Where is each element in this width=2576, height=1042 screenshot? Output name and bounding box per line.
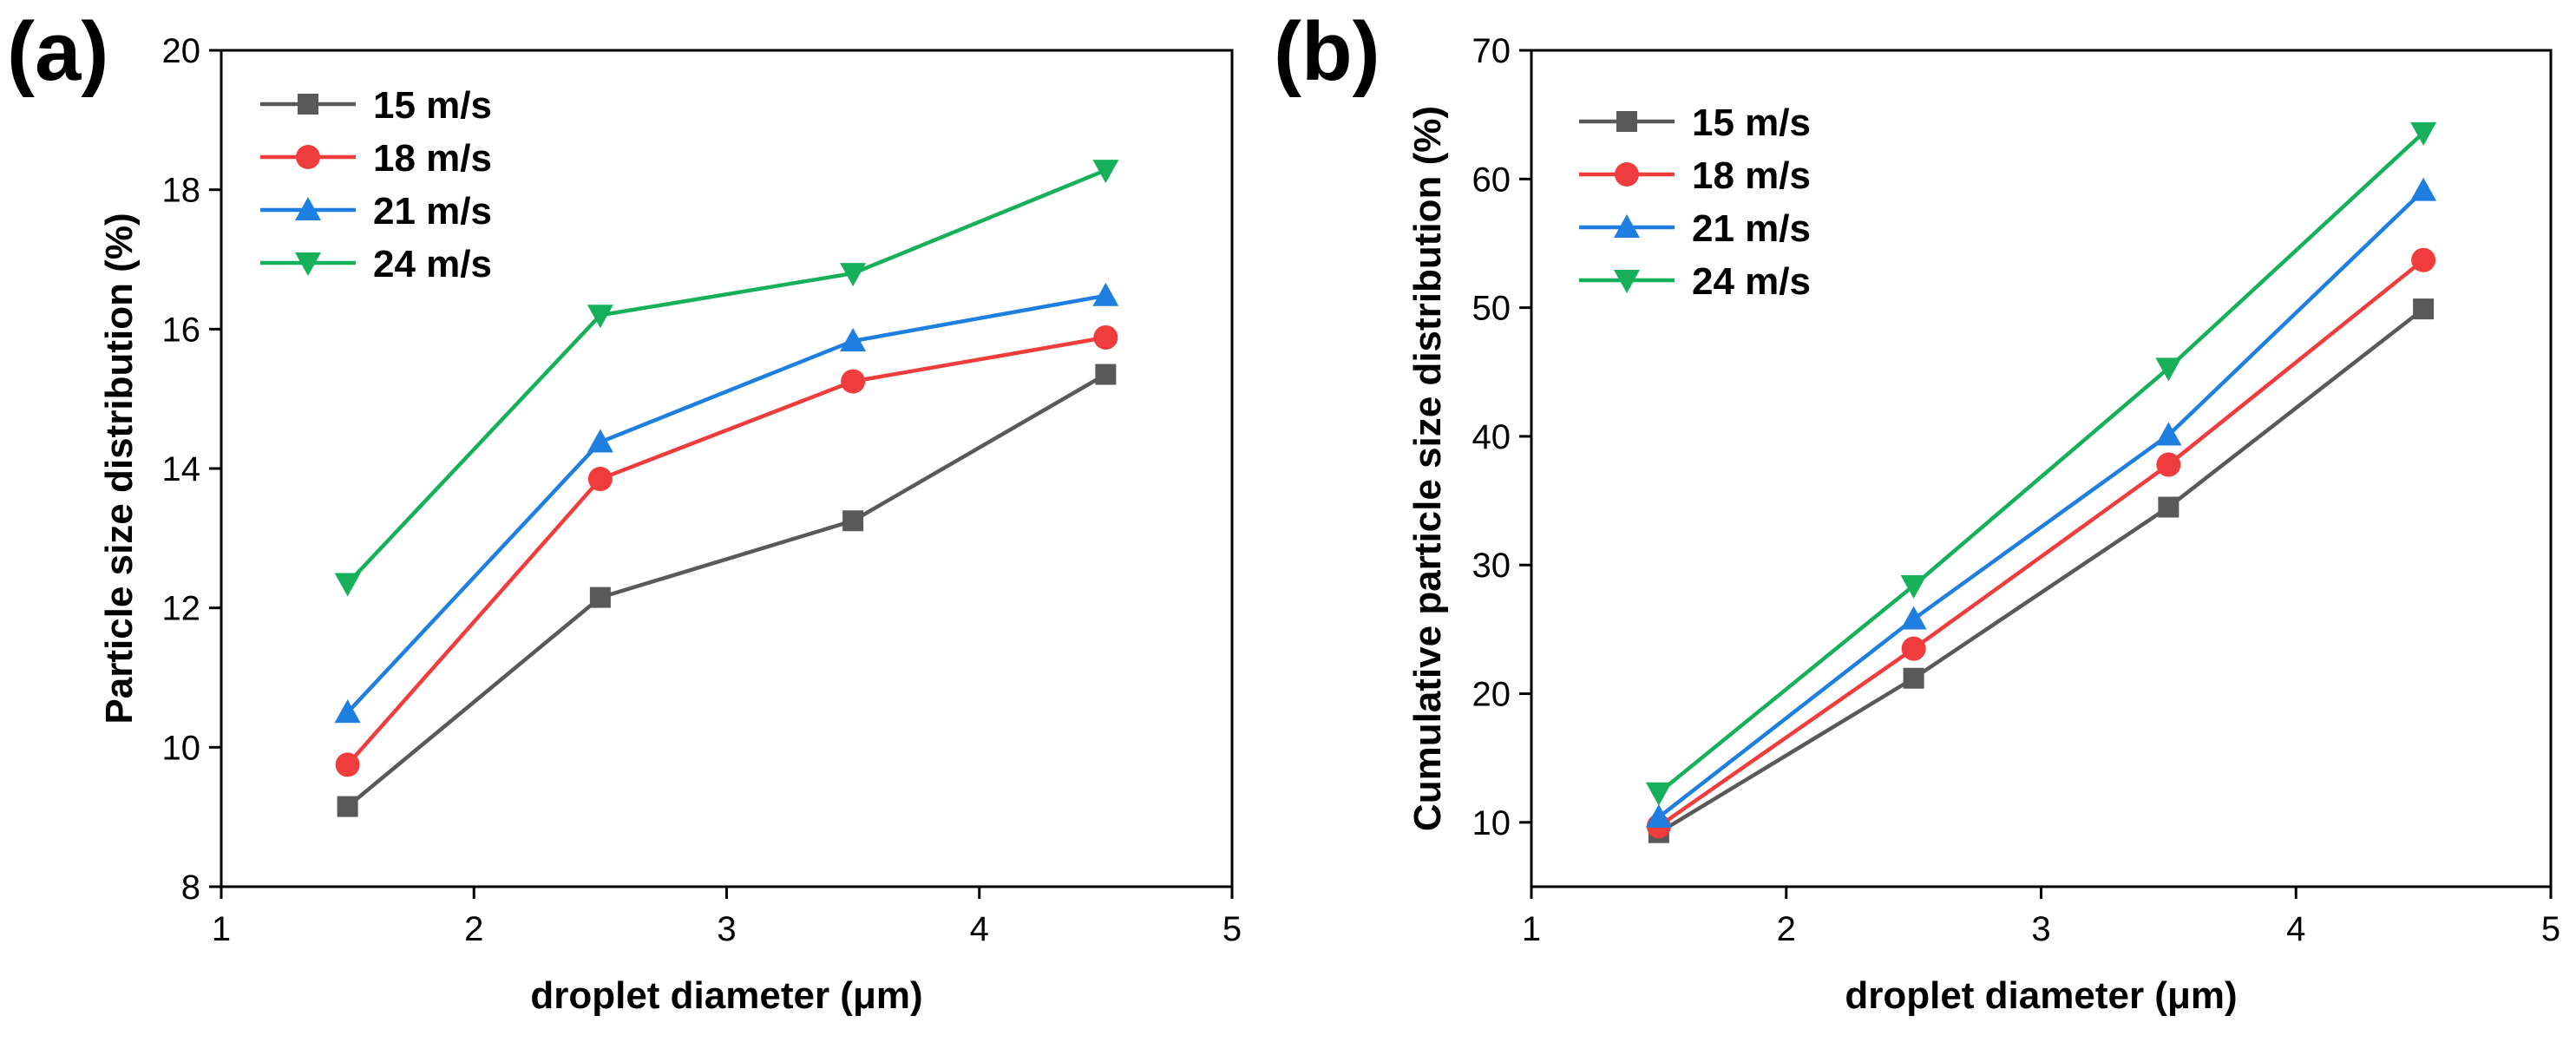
x-axis-title: droplet diameter (μm) <box>530 974 922 1017</box>
legend-label: 15 m/s <box>1692 102 1811 144</box>
legend-label: 24 m/s <box>373 243 492 285</box>
y-axis-title: Particle size distribution (%) <box>98 213 141 724</box>
x-tick-label: 1 <box>1522 910 1541 948</box>
series-line-15ms <box>346 372 1107 809</box>
series-line-15ms <box>1657 307 2425 835</box>
series-line-21ms <box>345 293 1106 714</box>
series-line-18ms <box>345 335 1106 766</box>
data-point <box>1901 636 1926 661</box>
data-point <box>1900 574 1927 599</box>
legend-label: 18 m/s <box>1692 154 1811 197</box>
data-point <box>334 573 361 597</box>
legend-label: 21 m/s <box>1692 207 1811 250</box>
x-tick-label: 4 <box>2286 910 2305 948</box>
data-point <box>2155 422 2182 446</box>
data-point <box>1095 364 1117 385</box>
data-point <box>1093 324 1118 350</box>
data-point <box>1645 782 1672 806</box>
legend-label: 18 m/s <box>373 137 492 180</box>
x-tick-label: 2 <box>464 910 483 948</box>
x-tick-label: 5 <box>2541 910 2560 948</box>
legend-label: 24 m/s <box>1692 260 1811 303</box>
data-point <box>587 429 613 453</box>
series-line-24ms <box>1657 131 2425 795</box>
x-tick-label: 1 <box>212 910 231 948</box>
data-point <box>840 327 867 351</box>
data-point <box>2410 121 2437 146</box>
legend-marker <box>1614 270 1640 293</box>
data-point <box>334 699 361 724</box>
data-point <box>842 510 864 532</box>
y-tick-label: 20 <box>1472 676 1511 714</box>
y-tick-label: 8 <box>181 868 200 907</box>
panel-label: (a) <box>7 5 108 98</box>
y-tick-label: 30 <box>1472 547 1511 585</box>
x-axis-title: droplet diameter (μm) <box>1845 974 2237 1017</box>
legend-marker <box>296 145 320 169</box>
data-point <box>1092 282 1119 306</box>
y-tick-label: 10 <box>1472 804 1511 842</box>
data-point <box>2155 357 2182 382</box>
series-line-18ms <box>1657 258 2425 829</box>
data-point <box>589 587 611 608</box>
plot-frame <box>1530 49 2553 888</box>
x-tick-label: 3 <box>717 910 736 948</box>
data-point <box>2411 247 2436 272</box>
y-tick-label: 40 <box>1472 418 1511 456</box>
data-point <box>1900 606 1927 630</box>
y-tick-label: 50 <box>1472 290 1511 328</box>
data-point <box>1092 160 1119 184</box>
y-tick-label: 10 <box>162 729 201 767</box>
y-tick-label: 20 <box>162 32 201 70</box>
series-line-21ms <box>1657 189 2425 819</box>
data-point <box>587 467 613 492</box>
x-tick-label: 2 <box>1777 910 1796 948</box>
data-point <box>1645 803 1672 828</box>
data-point <box>2156 452 2181 477</box>
y-tick-label: 70 <box>1472 32 1511 70</box>
series-line-24ms <box>345 168 1107 586</box>
x-tick-label: 3 <box>2031 910 2050 948</box>
legend-marker <box>295 252 321 276</box>
y-tick-label: 60 <box>1472 161 1511 199</box>
data-point <box>2158 496 2179 518</box>
data-point <box>2410 177 2437 201</box>
data-point <box>337 796 358 817</box>
x-tick-label: 4 <box>970 910 989 948</box>
data-point <box>841 369 866 394</box>
y-tick-label: 18 <box>162 172 201 210</box>
y-axis-title: Cumulative particle size distribution (%… <box>1406 106 1449 831</box>
data-point <box>840 263 867 287</box>
legend-label: 21 m/s <box>373 190 492 233</box>
legend-label: 15 m/s <box>373 84 492 127</box>
legend-marker <box>1616 111 1637 132</box>
y-tick-label: 14 <box>162 450 201 488</box>
legend-marker <box>1614 214 1640 238</box>
legend-marker <box>1615 162 1639 187</box>
legend-marker <box>295 197 321 220</box>
data-point <box>335 752 360 777</box>
data-point <box>1903 667 1924 689</box>
y-tick-label: 16 <box>162 311 201 349</box>
legend-marker <box>298 94 318 115</box>
y-tick-label: 12 <box>162 590 201 628</box>
panel-label: (b) <box>1274 5 1380 98</box>
data-point <box>2413 298 2435 320</box>
panel-b-chart: (b) 1 2 3 4 5 10 20 30 40 50 60 70 droplet diameter (… <box>1274 5 2560 1017</box>
x-tick-label: 5 <box>1222 910 1242 948</box>
data-point <box>587 305 613 329</box>
